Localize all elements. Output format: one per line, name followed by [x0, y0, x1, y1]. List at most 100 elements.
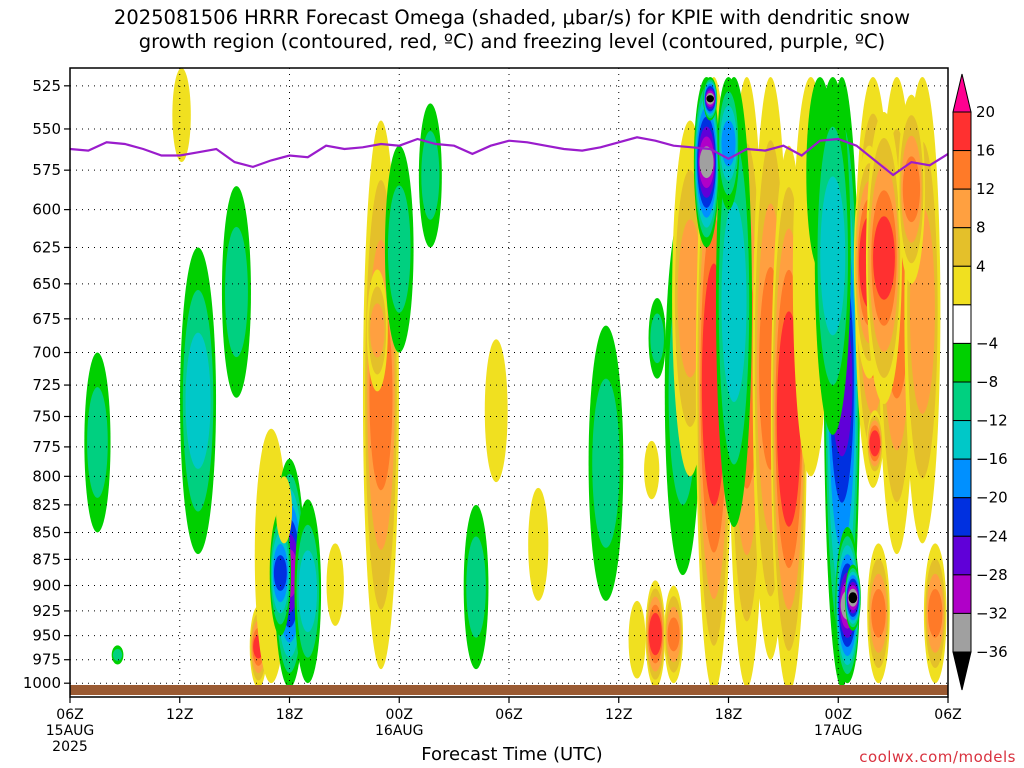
colorbar-bin: [952, 651, 972, 691]
omega-region: [667, 617, 680, 652]
freezing-level-line: [70, 136, 948, 177]
omega-region: [699, 146, 714, 179]
omega-region: [848, 592, 858, 604]
omega-region: [650, 313, 664, 364]
y-tick-label: 700: [32, 344, 61, 362]
colorbar-bin: [952, 150, 972, 190]
omega-region: [873, 216, 895, 300]
x-tick-label: 06Z: [495, 707, 522, 723]
omega-region: [275, 476, 293, 544]
y-tick-label: 550: [32, 120, 61, 138]
freezing-level-contour: [70, 136, 948, 177]
omega-region: [528, 487, 549, 601]
omega-region: [185, 332, 211, 469]
y-tick-label: 825: [32, 496, 61, 514]
omega-region: [927, 588, 943, 638]
colorbar-label: −8: [976, 373, 998, 391]
x-tick-date: 16AUG: [375, 723, 424, 739]
colorbar-bin: [952, 111, 972, 152]
colorbar-label: −28: [976, 566, 1008, 584]
colorbar-bin: [952, 73, 972, 113]
colorbar-bin: [952, 574, 972, 614]
omega-region: [871, 588, 886, 638]
y-tick-label: 575: [32, 161, 61, 179]
x-tick-label: 12Z: [605, 707, 632, 723]
omega-region: [592, 378, 620, 548]
colorbar-label: −24: [976, 527, 1008, 545]
x-tick-year: 2025: [52, 739, 88, 755]
y-tick-label: 775: [32, 438, 61, 456]
y-tick-label: 675: [32, 310, 61, 328]
x-tick-label: 06Z: [56, 707, 83, 723]
colorbar-bin: [952, 265, 972, 306]
y-tick-label: 650: [32, 275, 61, 293]
colorbar-label: 8: [976, 219, 986, 237]
omega-region: [273, 555, 287, 591]
colorbar-label: −12: [976, 412, 1008, 430]
colorbar-bin: [952, 612, 972, 653]
omega-region: [902, 156, 921, 223]
colorbar-label: 20: [976, 103, 995, 121]
y-tick-label: 600: [32, 201, 61, 219]
colorbar-label: −16: [976, 450, 1008, 468]
omega-region: [466, 536, 486, 638]
x-tick-label: 18Z: [715, 707, 742, 723]
y-tick-label: 950: [32, 627, 61, 645]
colorbar: 20 16 12 8 4 −4 −8 −12 −16 −20 −24 −28 −32 −36: [952, 73, 1008, 691]
omega-region: [721, 201, 747, 403]
y-tick-label: 1000: [23, 674, 61, 692]
y-tick-label: 800: [32, 467, 61, 485]
chart-title: 2025081506 HRRR Forecast Omega (shaded, …: [113, 6, 911, 53]
colorbar-label: 4: [976, 257, 986, 275]
colorbar-bin: [952, 342, 972, 383]
x-tick-date: 15AUG: [46, 723, 95, 739]
colorbar-bin: [952, 381, 972, 422]
colorbar-label: −32: [976, 604, 1008, 622]
omega-region: [387, 185, 411, 313]
y-tick-label: 525: [32, 77, 61, 95]
omega-shading: [84, 68, 947, 693]
grid: [70, 68, 948, 697]
colorbar-bin: [952, 458, 972, 499]
x-tick-label: 00Z: [825, 707, 852, 723]
y-tick-label: 625: [32, 238, 61, 256]
y-tick-label: 750: [32, 407, 61, 425]
omega-region: [298, 550, 318, 633]
colorbar-bin: [952, 227, 972, 267]
omega-region: [112, 649, 123, 661]
colorbar-label: −36: [976, 643, 1008, 661]
y-tick-label: 900: [32, 577, 61, 595]
colorbar-bin: [952, 497, 972, 537]
credit-text: coolwx.com/models: [859, 748, 1016, 766]
x-tick-label: 12Z: [166, 707, 193, 723]
colorbar-bin: [952, 535, 972, 576]
omega-region: [484, 339, 508, 483]
y-tick-label: 850: [32, 524, 61, 542]
omega-region: [706, 95, 714, 103]
x-tick-date: 17AUG: [814, 723, 863, 739]
omega-region: [644, 440, 660, 500]
omega-region: [421, 131, 440, 220]
omega-region: [870, 435, 880, 452]
colorbar-label: −20: [976, 489, 1008, 507]
omega-region: [370, 303, 385, 358]
omega-region: [628, 600, 646, 679]
x-axis-label: Forecast Time (UTC): [421, 744, 603, 765]
colorbar-label: 12: [976, 180, 995, 198]
omega-region: [172, 68, 191, 163]
x-tick-label: 00Z: [386, 707, 413, 723]
omega-region: [225, 226, 248, 358]
y-tick-label: 925: [32, 602, 61, 620]
y-tick-label: 725: [32, 376, 61, 394]
omega-region: [649, 621, 662, 648]
terrain-strip: [70, 685, 948, 695]
colorbar-bin: [952, 188, 972, 229]
colorbar-label: −4: [976, 334, 998, 352]
x-tick-label: 18Z: [276, 707, 303, 723]
omega-region: [87, 387, 108, 498]
colorbar-label: 16: [976, 142, 995, 160]
omega-region: [326, 543, 344, 626]
colorbar-bin: [952, 420, 972, 460]
